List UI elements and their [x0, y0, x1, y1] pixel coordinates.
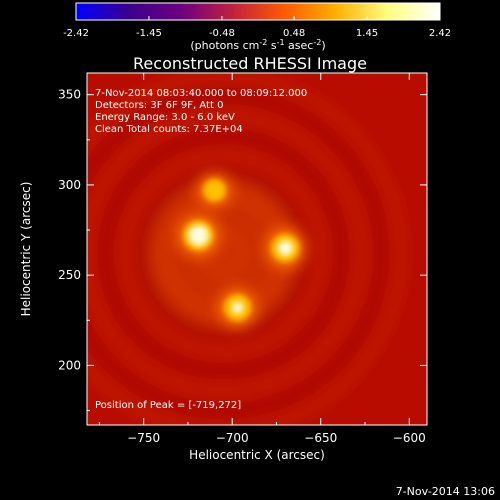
colorbar-tick-label: -2.42 — [63, 28, 89, 39]
source-blob — [264, 227, 307, 269]
colorbar-ticks: -2.42 -1.45 -0.48 0.48 1.45 2.42 — [63, 16, 451, 39]
info-line: Detectors: 3F 6F 9F, Att 0 — [95, 100, 223, 111]
x-tick-label: −700 — [216, 431, 249, 445]
info-line: Energy Range: 3.0 - 6.0 keV — [95, 112, 235, 123]
timestamp: 7-Nov-2014 13:06 — [396, 485, 495, 498]
info-line: 7-Nov-2014 08:03:40.000 to 08:09:12.000 — [95, 88, 307, 99]
info-line: Clean Total counts: 7.37E+04 — [95, 124, 243, 135]
y-tick-label: 200 — [58, 358, 81, 372]
source-blob — [196, 172, 233, 208]
colorbar-tick-label: 0.48 — [283, 28, 305, 39]
y-tick-label: 250 — [58, 268, 81, 282]
colorbar-tick-label: -0.48 — [209, 28, 235, 39]
y-tick-label: 350 — [58, 88, 81, 102]
axis-ticks: −750 −700 −650 −600 200 250 300 350 — [58, 73, 427, 445]
x-tick-label: −600 — [393, 431, 426, 445]
colorbar — [75, 2, 441, 21]
colorbar-tick-label: -1.45 — [136, 28, 162, 39]
heatmap-image — [87, 73, 427, 425]
source-blob — [176, 213, 221, 258]
plot-frame — [86, 72, 428, 426]
colorbar-units: (photons cm-2 s-1 asec-2) — [190, 38, 325, 52]
source-blob — [217, 287, 258, 328]
x-axis-label: Heliocentric X (arcsec) — [189, 448, 325, 462]
colorbar-tick-label: 2.42 — [429, 28, 451, 39]
y-tick-label: 300 — [58, 178, 81, 192]
x-tick-label: −750 — [127, 431, 160, 445]
peak-position-label: Position of Peak = [-719,272] — [95, 400, 241, 411]
x-tick-label: −650 — [304, 431, 337, 445]
plot-title: Reconstructed RHESSI Image — [133, 54, 367, 73]
observation-info: 7-Nov-2014 08:03:40.000 to 08:09:12.000D… — [95, 88, 307, 135]
y-axis-label: Heliocentric Y (arcsec) — [19, 182, 33, 317]
colorbar-tick-label: 1.45 — [356, 28, 378, 39]
